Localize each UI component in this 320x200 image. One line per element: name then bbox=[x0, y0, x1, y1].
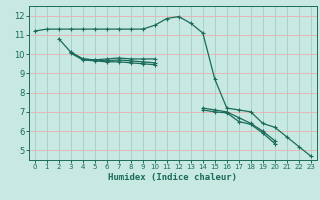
X-axis label: Humidex (Indice chaleur): Humidex (Indice chaleur) bbox=[108, 173, 237, 182]
